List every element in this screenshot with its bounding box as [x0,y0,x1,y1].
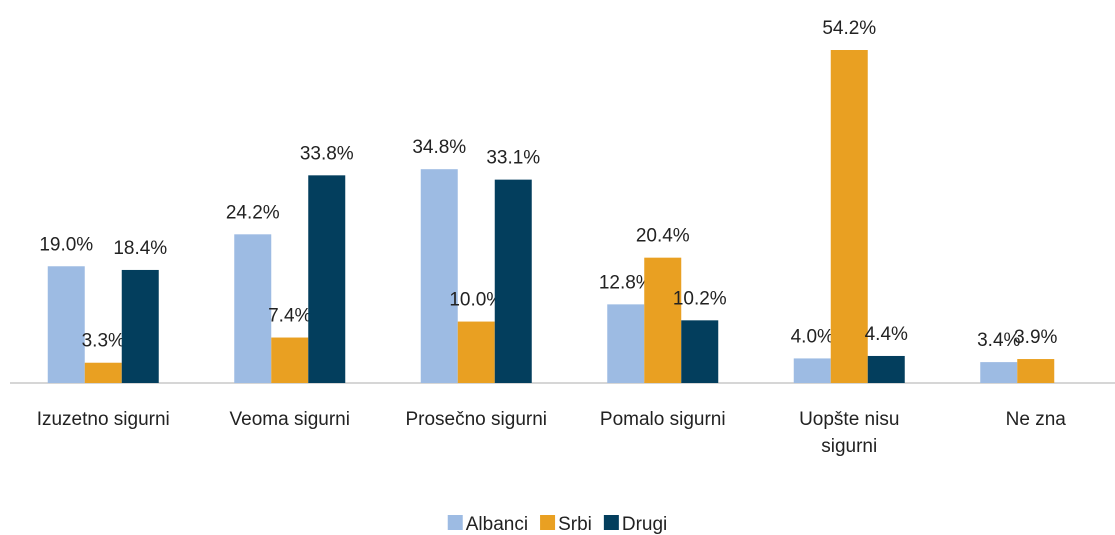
bar [1017,359,1055,383]
value-label: 33.1% [486,148,540,169]
value-label: 3.9% [1014,327,1057,348]
bar [494,179,532,383]
value-label: 20.4% [636,226,690,247]
bar [644,257,682,383]
bar [980,362,1018,383]
value-label: 10.0% [449,290,503,311]
value-label: 12.8% [599,272,653,293]
legend-swatch [540,515,556,530]
value-label: 34.8% [412,137,466,158]
value-label: 10.2% [673,288,727,309]
value-label: 33.8% [300,143,354,164]
bar [271,337,309,383]
x-tick-label: Ne zna [1006,409,1067,430]
value-label: 7.4% [268,306,311,327]
bar [681,320,719,383]
legend-label: Drugi [622,514,667,535]
bar [121,269,159,383]
x-tick-label: Pomalo sigurni [600,409,726,430]
bar [420,169,458,383]
x-tick-label: Veoma sigurni [230,409,350,430]
value-label: 24.2% [226,202,280,223]
bar [793,358,831,383]
bar [234,234,272,383]
legend-swatch [447,515,463,530]
bar [607,304,645,383]
value-label: 3.4% [977,330,1020,351]
bar [84,362,122,383]
bar [47,266,85,383]
x-tick-label: Prosečno sigurni [405,409,547,430]
value-label: 18.4% [113,238,167,259]
bar [867,355,905,383]
bar [308,175,346,383]
value-label: 4.0% [791,326,834,347]
legend-label: Albanci [466,514,528,535]
value-label: 54.2% [822,18,876,39]
bar [830,50,868,383]
value-label: 3.3% [82,331,125,352]
bar [457,321,495,383]
x-tick-label: Izuzetno sigurni [37,409,170,430]
x-tick-label: Uopšte nisu sigurni [799,409,899,457]
legend-swatch [603,515,619,530]
value-label: 4.4% [865,324,908,345]
value-label: 19.0% [39,234,93,255]
legend-label: Srbi [558,514,592,535]
